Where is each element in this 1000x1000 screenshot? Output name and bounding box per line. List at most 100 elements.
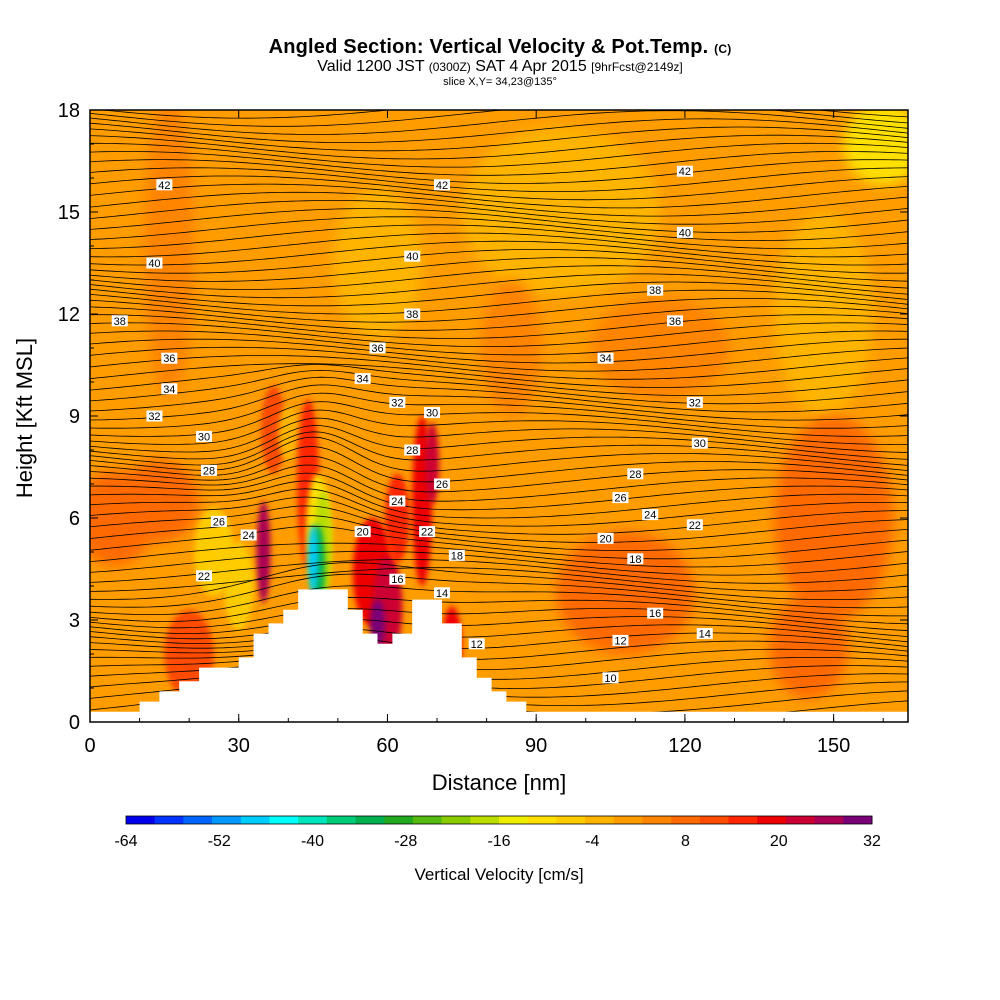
x-tick-label: 60: [376, 735, 398, 757]
theta-contour-32: [90, 425, 908, 460]
y-tick-label: 6: [69, 508, 80, 530]
contour-label-32: 32: [686, 396, 703, 409]
contour-label-text: 14: [699, 629, 711, 641]
contour-label-text: 24: [391, 496, 403, 508]
contour-label-box: [676, 165, 693, 177]
theta-contour-40: [90, 364, 908, 396]
colorbar-label: Vertical Velocity [cm/s]: [414, 865, 583, 884]
contour-label-18: 18: [627, 553, 644, 566]
velocity-cell-5: [843, 110, 908, 185]
contour-label-box: [448, 549, 465, 561]
contour-label-18: 18: [448, 549, 465, 562]
theta-contour-65: [90, 167, 908, 192]
colorbar-tick-label: -16: [487, 833, 510, 850]
contour-label-box: [642, 509, 659, 521]
contour-label-box: [354, 526, 371, 538]
theta-contour-25: [90, 480, 908, 519]
colorbar-swatch: [470, 816, 500, 824]
theta-contour-20: [90, 525, 908, 560]
theta-contour-45: [90, 330, 908, 356]
x-tick-label: 120: [668, 735, 701, 757]
theta-contour-34: [90, 409, 908, 445]
chart-title-main: Angled Section: Vertical Velocity & Pot.…: [268, 36, 709, 58]
contour-label-28: 28: [627, 468, 644, 481]
contour-label-text: 40: [679, 227, 691, 239]
theta-contour-74: [98, 110, 908, 119]
contour-label-text: 20: [357, 527, 369, 539]
contour-label-box: [627, 553, 644, 565]
contour-label-text: 34: [599, 353, 611, 365]
colorbar-swatch: [785, 816, 816, 824]
theta-contour-17: [90, 559, 908, 584]
theta-contour-49: [90, 298, 908, 323]
contour-label-26: 26: [433, 478, 450, 491]
y-tick-label: 12: [58, 304, 80, 326]
colorbar-swatch: [441, 816, 471, 824]
theta-contour-9: [90, 624, 908, 643]
colorbar-swatch: [757, 816, 787, 824]
contour-label-box: [404, 444, 421, 456]
theta-contour-70: [90, 126, 908, 152]
theta-contour-27: [90, 464, 908, 502]
theta-contour-10: [90, 616, 908, 637]
potential-temperature-contours: [90, 110, 908, 722]
contour-label-12: 12: [468, 638, 485, 651]
terrain-profile: [90, 589, 908, 722]
velocity-cell-14: [256, 501, 271, 603]
theta-contour-15: [90, 562, 908, 600]
theta-contour-44: [90, 338, 908, 364]
theta-contour-19: [90, 542, 908, 568]
contour-label-32: 32: [146, 410, 163, 423]
contour-label-box: [369, 342, 386, 354]
contour-label-text: 26: [614, 493, 626, 505]
theta-contour-8: [90, 632, 908, 649]
theta-contour-5: [90, 652, 908, 680]
contour-label-text: 16: [391, 574, 403, 586]
colorbar-swatch: [269, 816, 299, 824]
colorbar-tick-label: -28: [394, 833, 417, 850]
contour-label-box: [146, 410, 163, 422]
contour-label-box: [161, 352, 178, 364]
theta-contour-26: [90, 472, 908, 511]
contour-label-38: 38: [404, 308, 421, 321]
colorbar-swatch: [154, 816, 184, 824]
contour-label-box: [200, 464, 217, 476]
contour-label-box: [111, 315, 128, 327]
contour-label-26: 26: [612, 492, 629, 505]
colorbar-swatch: [728, 816, 758, 824]
contour-label-box: [696, 628, 713, 640]
contour-label-text: 12: [471, 639, 483, 651]
theta-contour-52: [90, 273, 908, 299]
subtitle-forecast: [9hrFcst@2149z]: [591, 60, 683, 74]
theta-contour-57: [90, 232, 908, 258]
contour-label-text: 24: [243, 530, 255, 542]
colorbar-tick-label: 20: [770, 833, 788, 850]
contour-label-20: 20: [597, 532, 614, 545]
contour-label-text: 22: [689, 520, 701, 532]
theta-contour-37: [90, 384, 908, 421]
theta-contour-24: [90, 488, 908, 527]
contour-label-24: 24: [240, 529, 257, 542]
colorbar-tick-label: 32: [863, 833, 881, 850]
vertical-velocity-field: [90, 110, 908, 722]
contour-label-box: [146, 257, 163, 269]
contour-label-28: 28: [200, 464, 217, 477]
contour-label-14: 14: [433, 587, 450, 600]
contour-label-40: 40: [676, 226, 693, 239]
contour-label-text: 40: [406, 251, 418, 263]
colorbar-swatch: [556, 816, 586, 824]
contour-label-text: 30: [198, 431, 210, 443]
colorbar-swatch: [843, 816, 873, 824]
contour-label-text: 24: [644, 510, 656, 522]
colorbar-swatch: [642, 816, 672, 824]
theta-contour-42: [90, 355, 908, 380]
contour-label-24: 24: [389, 495, 406, 508]
contour-label-text: 42: [679, 166, 691, 178]
contour-label-28: 28: [404, 444, 421, 457]
contour-label-box: [240, 529, 257, 541]
contour-label-box: [389, 396, 406, 408]
contour-label-box: [676, 226, 693, 238]
contour-label-36: 36: [161, 352, 178, 365]
